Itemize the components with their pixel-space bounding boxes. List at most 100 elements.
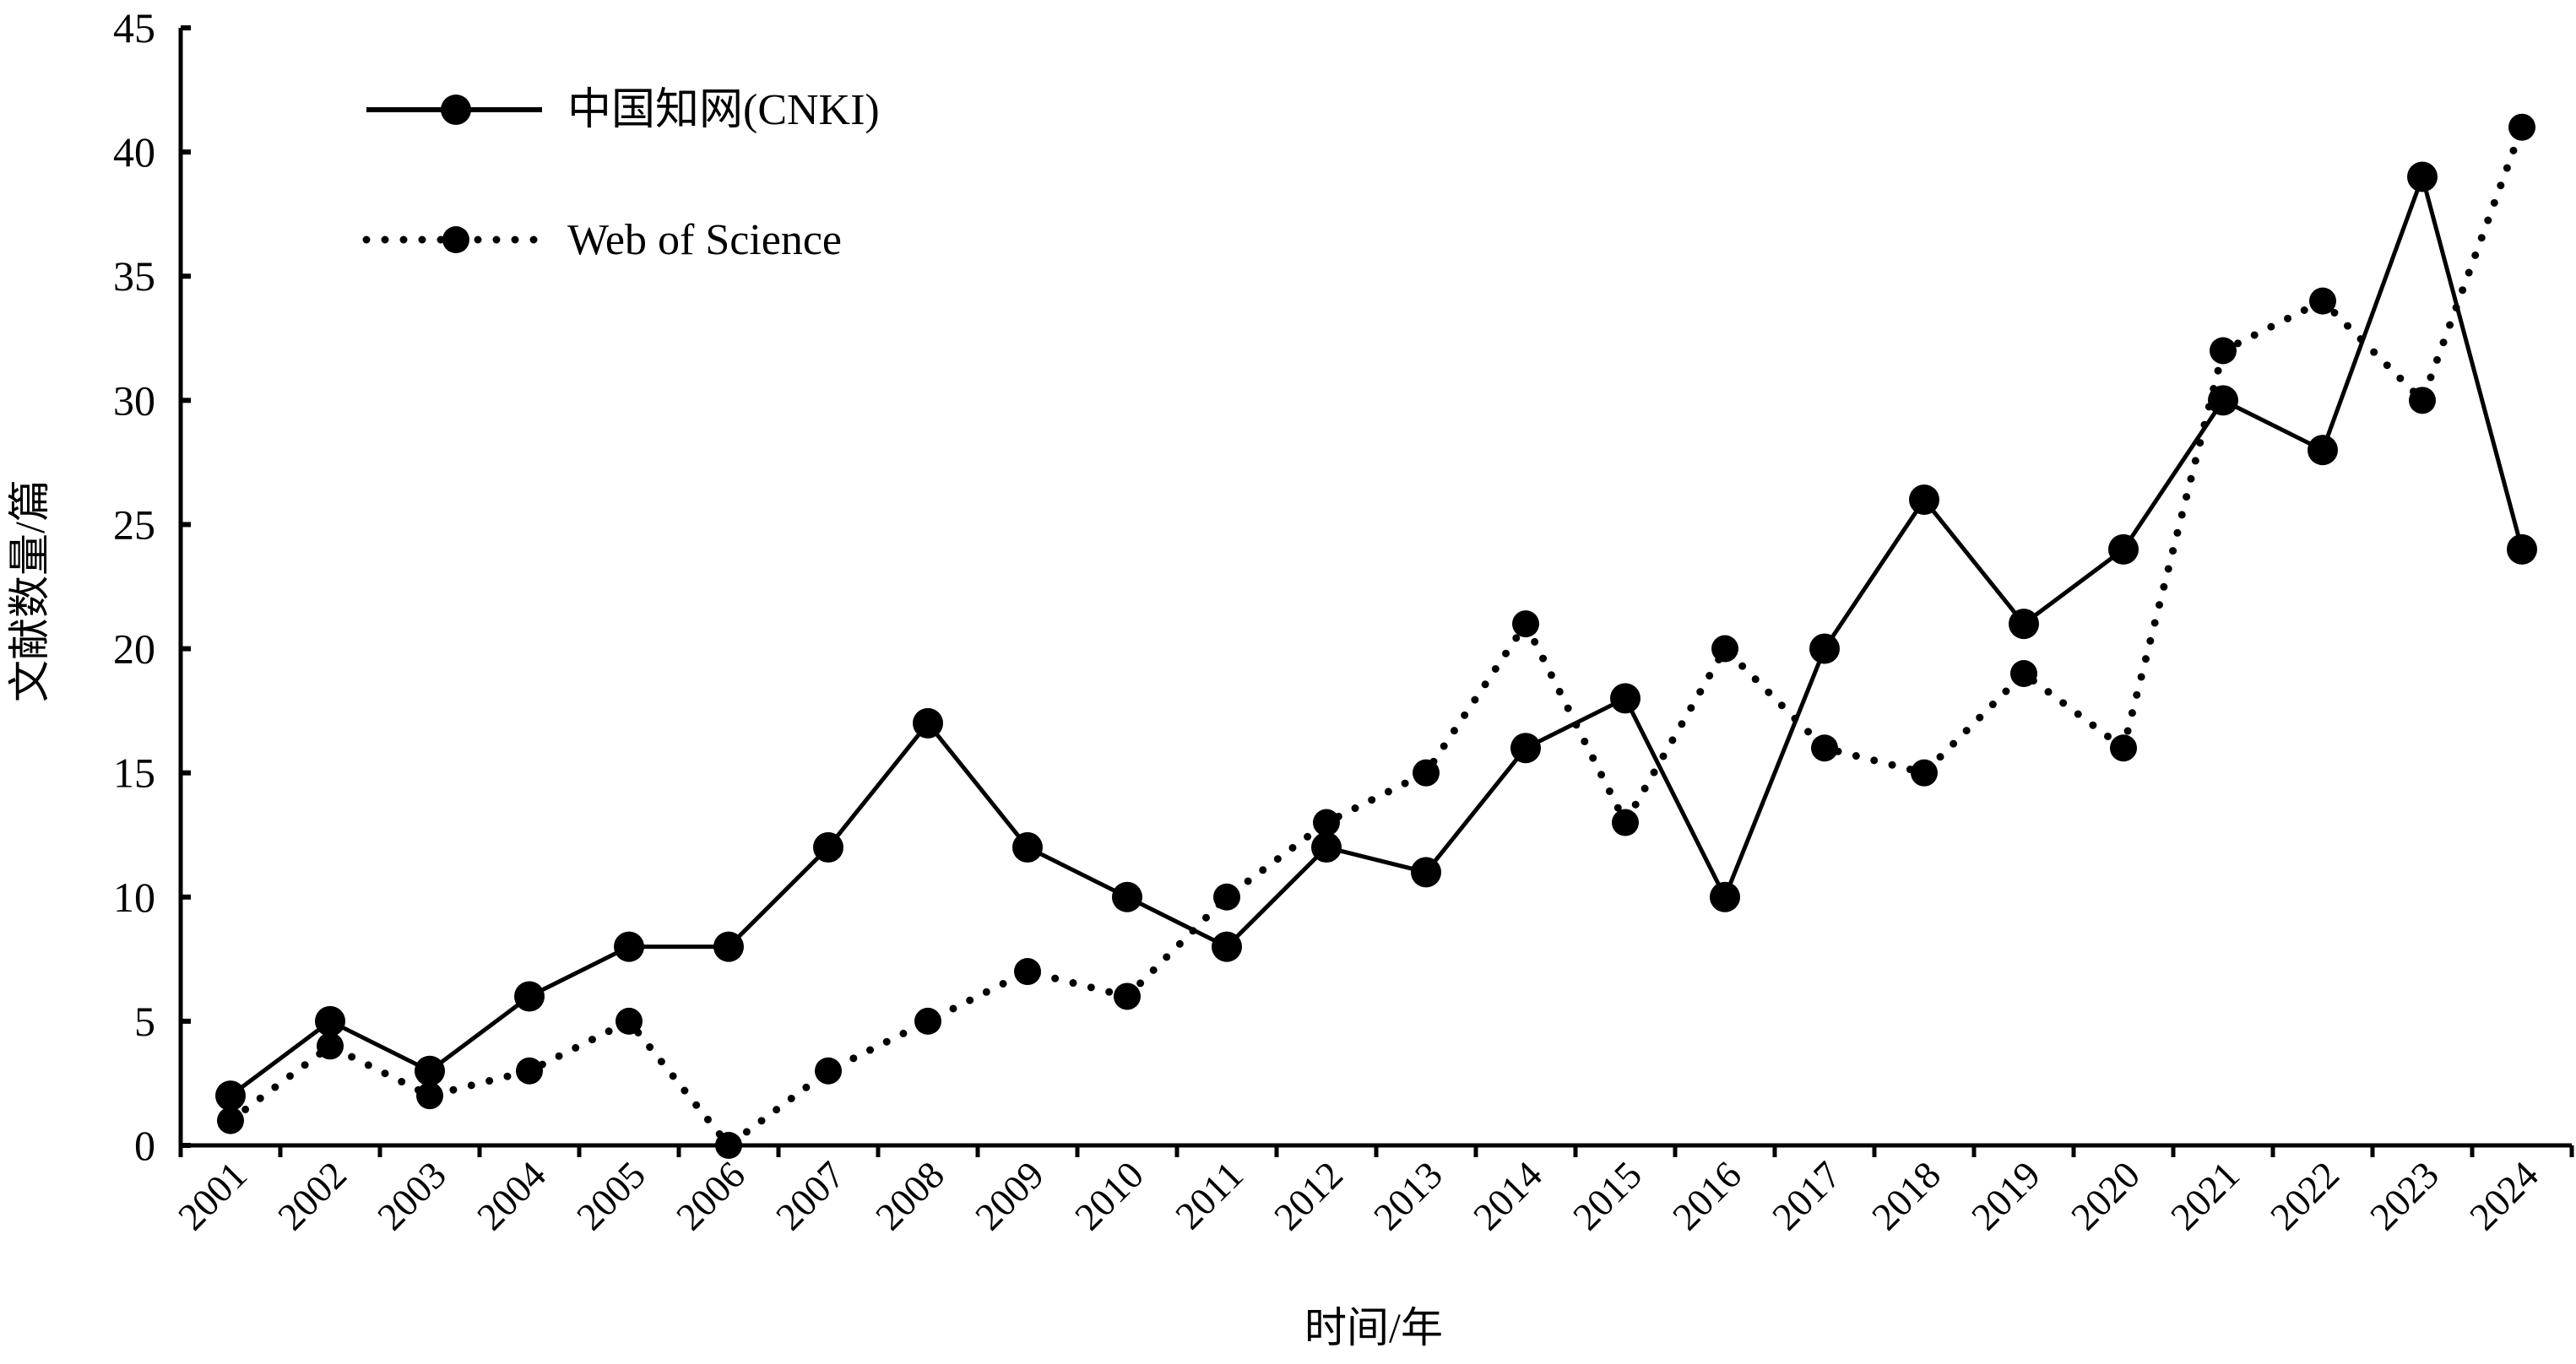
data-point — [415, 1055, 445, 1086]
y-tick-label: 5 — [134, 998, 155, 1045]
x-tick-label: 2006 — [668, 1153, 753, 1238]
data-point — [1311, 831, 1342, 863]
data-point — [2108, 533, 2139, 565]
data-point — [1212, 931, 1242, 962]
data-point — [1213, 883, 1240, 911]
x-tick-label: 2024 — [2461, 1153, 2546, 1238]
data-point — [813, 831, 843, 863]
x-tick-label: 2009 — [967, 1153, 1052, 1238]
legend-label: 中国知网(CNKI) — [567, 86, 880, 134]
x-axis-label: 时间/年 — [1304, 1304, 1443, 1351]
x-tick-label: 2014 — [1465, 1153, 1550, 1238]
x-axis-ticks: 2001 2002 2003 2004 2005 2006 2007 2008 2009 2010… — [170, 1145, 2574, 1238]
data-point — [614, 931, 644, 962]
x-tick-label: 2016 — [1664, 1153, 1749, 1238]
data-point — [715, 1132, 742, 1159]
data-point — [2407, 161, 2438, 192]
data-point — [2010, 659, 2037, 687]
data-point — [1811, 734, 1838, 762]
y-tick-label: 40 — [113, 128, 155, 176]
legend-item-wos: Web of Science — [362, 216, 842, 264]
data-point — [416, 1082, 443, 1110]
data-point — [1612, 809, 1639, 836]
x-tick-label: 2012 — [1266, 1153, 1351, 1238]
x-tick-label: 2020 — [2063, 1153, 2148, 1238]
x-tick-label: 2005 — [568, 1153, 653, 1238]
x-tick-label: 2015 — [1565, 1153, 1650, 1238]
series-cnki — [215, 161, 2537, 1112]
y-axis-label: 文献数量/篇 — [6, 479, 53, 702]
data-point — [1512, 610, 1539, 638]
legend-marker — [442, 226, 469, 253]
data-point — [1411, 857, 1441, 888]
data-point — [2409, 387, 2436, 414]
data-point — [1114, 982, 1141, 1010]
data-point — [2110, 734, 2137, 762]
data-point — [2309, 287, 2336, 315]
data-point — [1909, 484, 1939, 516]
data-point — [317, 1032, 344, 1060]
data-point — [217, 1107, 244, 1134]
data-point — [2507, 533, 2537, 565]
data-point — [1711, 635, 1738, 663]
y-tick-label: 10 — [113, 874, 155, 921]
data-point — [516, 1057, 543, 1085]
x-tick-label: 2002 — [269, 1153, 355, 1238]
data-point — [2308, 435, 2338, 466]
x-tick-label: 2018 — [1863, 1153, 1949, 1238]
x-tick-label: 2011 — [1167, 1153, 1251, 1237]
x-tick-label: 2010 — [1066, 1153, 1152, 1238]
data-point — [713, 931, 744, 962]
data-point — [2208, 385, 2238, 416]
series-line — [226, 123, 2526, 1151]
y-tick-label: 0 — [134, 1122, 155, 1169]
data-point — [2210, 337, 2237, 365]
x-tick-label: 2003 — [369, 1153, 454, 1238]
x-tick-label: 2021 — [2162, 1153, 2248, 1238]
legend-item-cnki: 中国知网(CNKI) — [366, 86, 880, 134]
data-point — [1012, 831, 1043, 863]
legend-label: Web of Science — [567, 216, 842, 264]
data-point — [215, 1080, 246, 1112]
legend: 中国知网(CNKI) Web of Science — [362, 86, 880, 264]
x-tick-label: 2008 — [867, 1153, 952, 1238]
y-tick-label: 20 — [113, 625, 155, 673]
data-point — [1911, 759, 1938, 787]
x-tick-label: 2001 — [170, 1153, 255, 1238]
x-tick-label: 2017 — [1764, 1153, 1849, 1238]
x-tick-label: 2023 — [2362, 1153, 2447, 1238]
data-point — [815, 1057, 842, 1085]
data-point — [1510, 733, 1541, 764]
y-tick-label: 35 — [113, 252, 155, 300]
data-point — [1610, 683, 1641, 714]
x-tick-label: 2019 — [1963, 1153, 2048, 1238]
data-point — [616, 1007, 643, 1035]
x-tick-label: 2013 — [1365, 1153, 1451, 1238]
data-point — [1112, 881, 1142, 912]
data-point — [1014, 958, 1041, 986]
y-tick-label: 25 — [113, 501, 155, 548]
series-wos — [217, 113, 2535, 1159]
series-group — [215, 113, 2537, 1159]
series-line — [229, 170, 2524, 1098]
axes — [178, 28, 2572, 1148]
data-point — [914, 1007, 941, 1035]
data-point — [2009, 609, 2039, 640]
data-point — [1710, 881, 1740, 912]
data-point — [1809, 633, 1840, 664]
data-point — [1413, 759, 1440, 787]
data-point — [2508, 113, 2535, 141]
y-tick-label: 15 — [113, 750, 155, 797]
y-tick-label: 45 — [113, 4, 155, 51]
x-tick-label: 2004 — [469, 1153, 554, 1238]
data-point — [913, 707, 943, 739]
data-point — [514, 981, 545, 1012]
x-tick-label: 2007 — [767, 1153, 853, 1238]
data-point — [1313, 809, 1340, 836]
y-tick-label: 30 — [113, 376, 155, 424]
x-tick-label: 2022 — [2262, 1153, 2347, 1238]
legend-marker — [441, 95, 471, 125]
y-axis-ticks: 0 5 10 15 20 25 30 35 40 45 — [113, 4, 191, 1169]
data-point — [315, 1005, 345, 1037]
